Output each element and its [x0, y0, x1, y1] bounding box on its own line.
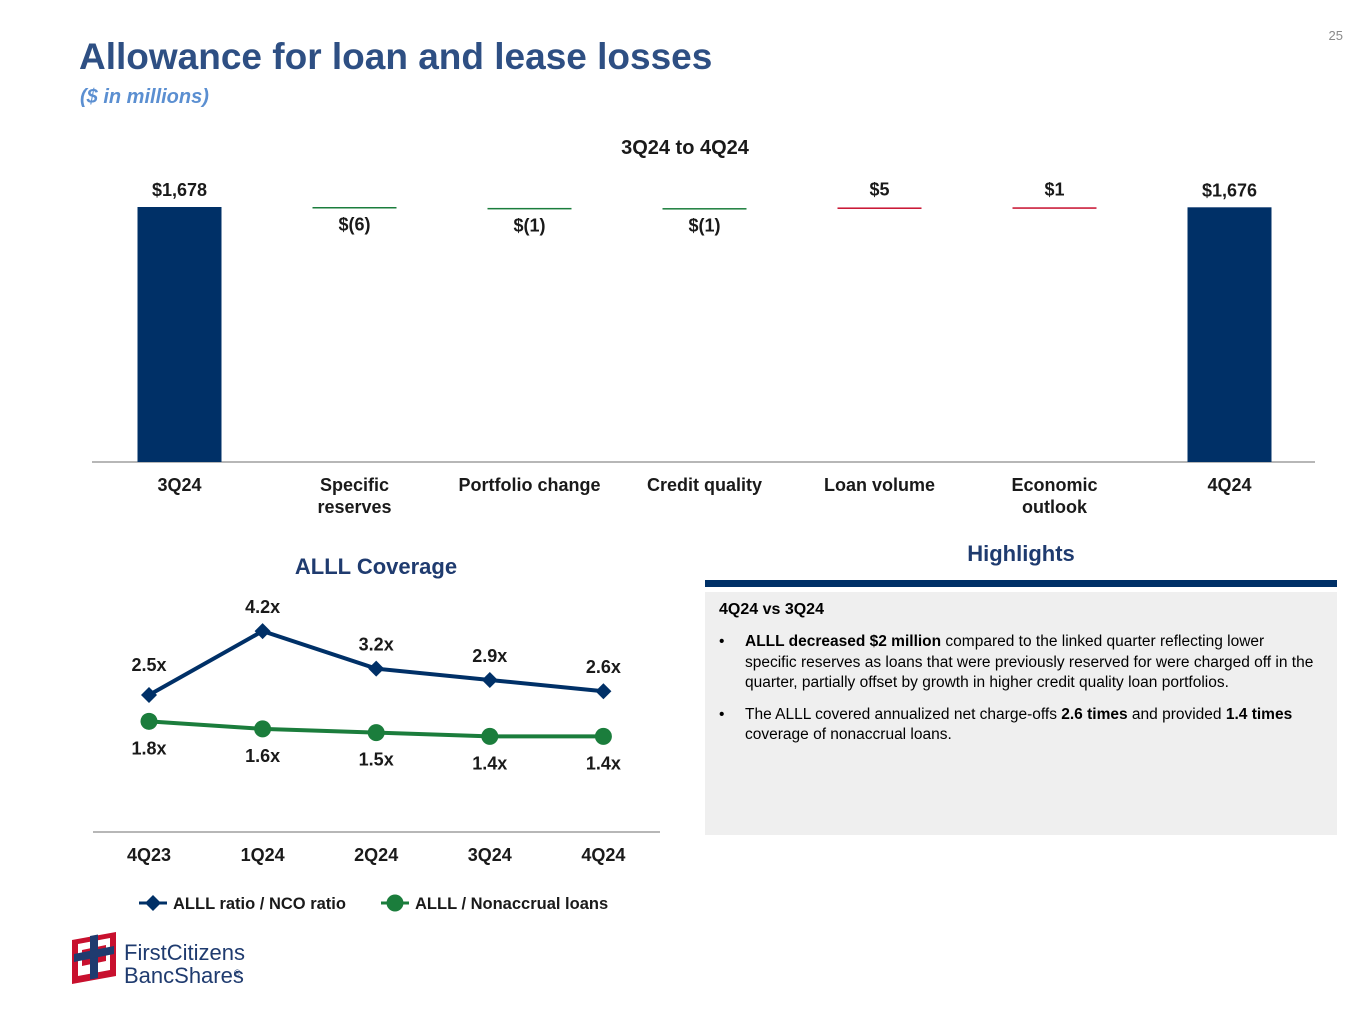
- page-subtitle: ($ in millions): [80, 86, 209, 108]
- legend-circle-icon: [386, 894, 404, 912]
- bullet-icon: •: [719, 633, 725, 650]
- series-value-label: 2.5x: [131, 655, 166, 675]
- line-chart-title: ALLL Coverage: [295, 554, 457, 579]
- waterfall-category-label: Loan volume: [824, 475, 935, 495]
- logo-registered-mark: ®: [234, 968, 241, 978]
- legend-item: ALLL / Nonaccrual loans: [381, 894, 608, 913]
- series-value-label: 3.2x: [359, 635, 394, 655]
- legend-label: ALLL / Nonaccrual loans: [415, 895, 608, 913]
- waterfall-bar-portfolio-change: [487, 207, 572, 210]
- waterfall-bar-4q24: [1187, 207, 1272, 462]
- highlight-emphasis: 2.6 times: [1061, 705, 1128, 723]
- waterfall-value-label: $(6): [338, 215, 370, 235]
- waterfall-bar-loan-volume: [837, 207, 922, 209]
- legend-item: ALLL ratio / NCO ratio: [139, 895, 346, 913]
- highlight-item: • ALLL decreased $2 million compared to t…: [719, 632, 1319, 694]
- highlight-item: • The ALLL covered annualized net charge-…: [719, 705, 1319, 746]
- highlight-text: coverage of nonaccrual loans.: [745, 726, 952, 743]
- waterfall-category-label: Specific reserves: [317, 475, 391, 517]
- series-value-label: 1.5x: [359, 750, 394, 770]
- highlight-text: The ALLL covered annualized net charge-o…: [745, 705, 1062, 723]
- highlight-text: compared to the linked quarter reflectin…: [745, 633, 1314, 691]
- series-point-alll-ratio-nco-ratio: [481, 671, 498, 688]
- alll-coverage-chart: ALLL Coverage 4Q23 1Q24 2Q24 3Q24 4Q24 2.5x 4.2…: [93, 554, 660, 913]
- legend-label: ALLL ratio / NCO ratio: [173, 895, 346, 913]
- series-point-alll-ratio-nco-ratio: [368, 660, 385, 677]
- highlight-emphasis: ALLL decreased $2 million: [745, 633, 942, 650]
- waterfall-category-label: 4Q24: [1207, 475, 1251, 495]
- series-point-alll-ratio-nco-ratio: [141, 687, 157, 703]
- line-chart-x-tick: 1Q24: [241, 845, 285, 865]
- series-value-label: 2.9x: [472, 646, 507, 666]
- waterfall-bar-credit-quality: [662, 208, 747, 210]
- company-logo: FirstCitizens BancShares ®: [72, 932, 245, 988]
- waterfall-value-label: $1,678: [152, 180, 207, 200]
- line-chart-x-tick: 4Q24: [581, 845, 625, 865]
- logo-line-2: BancShares: [124, 963, 244, 988]
- waterfall-category-label: Portfolio change: [458, 475, 600, 495]
- flag-icon: [72, 932, 116, 984]
- highlights-divider: [705, 580, 1337, 587]
- series-point-alll-ratio-nco-ratio: [595, 683, 612, 700]
- waterfall-title: 3Q24 to 4Q24: [621, 137, 750, 159]
- waterfall-bar-specific-reserves: [312, 207, 397, 209]
- highlight-text: and provided: [1127, 705, 1226, 723]
- highlights-title: Highlights: [967, 541, 1075, 566]
- waterfall-category-label: Economic outlook: [1011, 475, 1097, 517]
- series-value-label: 1.6x: [245, 746, 280, 766]
- series-value-label: 2.6x: [586, 657, 621, 677]
- waterfall-value-label: $(1): [688, 216, 720, 236]
- waterfall-bar-economic-outlook: [1012, 207, 1097, 209]
- highlights-list: • ALLL decreased $2 million compared to t…: [719, 632, 1319, 746]
- page-number: 25: [1328, 28, 1343, 43]
- series-point-alll-nonaccrual-loans: [481, 727, 499, 745]
- series-point-alll-ratio-nco-ratio: [254, 623, 271, 640]
- highlights-panel: 4Q24 vs 3Q24 • ALLL decreased $2 million …: [705, 592, 1337, 835]
- waterfall-value-label: $1: [1044, 179, 1064, 199]
- highlights-heading: 4Q24 vs 3Q24: [719, 601, 824, 618]
- waterfall-bar-3q24: [137, 207, 222, 462]
- series-point-alll-nonaccrual-loans: [254, 720, 272, 738]
- waterfall-value-label: $5: [869, 179, 889, 199]
- waterfall-value-label: $(1): [513, 215, 545, 235]
- waterfall-category-label: Credit quality: [647, 475, 762, 495]
- line-chart-x-tick: 4Q23: [127, 845, 171, 865]
- series-point-alll-nonaccrual-loans: [594, 727, 612, 745]
- series-value-label: 1.4x: [472, 753, 507, 773]
- series-point-alll-nonaccrual-loans: [367, 724, 385, 742]
- highlight-emphasis: 1.4 times: [1225, 705, 1293, 723]
- page-title: Allowance for loan and lease losses: [79, 36, 713, 77]
- series-value-label: 4.2x: [245, 597, 280, 617]
- series-value-label: 1.4x: [586, 753, 621, 773]
- logo-line-1: FirstCitizens: [124, 940, 245, 965]
- series-value-label: 1.8x: [131, 738, 166, 758]
- waterfall-chart: 3Q24 to 4Q24 $1,678 3Q24 $(6) Specific reserv…: [92, 137, 1315, 517]
- line-chart-x-tick: 2Q24: [354, 845, 398, 865]
- series-point-alll-nonaccrual-loans: [140, 712, 158, 730]
- legend-diamond-icon: [145, 895, 161, 911]
- line-chart-x-tick: 3Q24: [468, 845, 512, 865]
- waterfall-value-label: $1,676: [1202, 180, 1257, 200]
- waterfall-category-label: 3Q24: [157, 475, 201, 495]
- bullet-icon: •: [719, 705, 725, 723]
